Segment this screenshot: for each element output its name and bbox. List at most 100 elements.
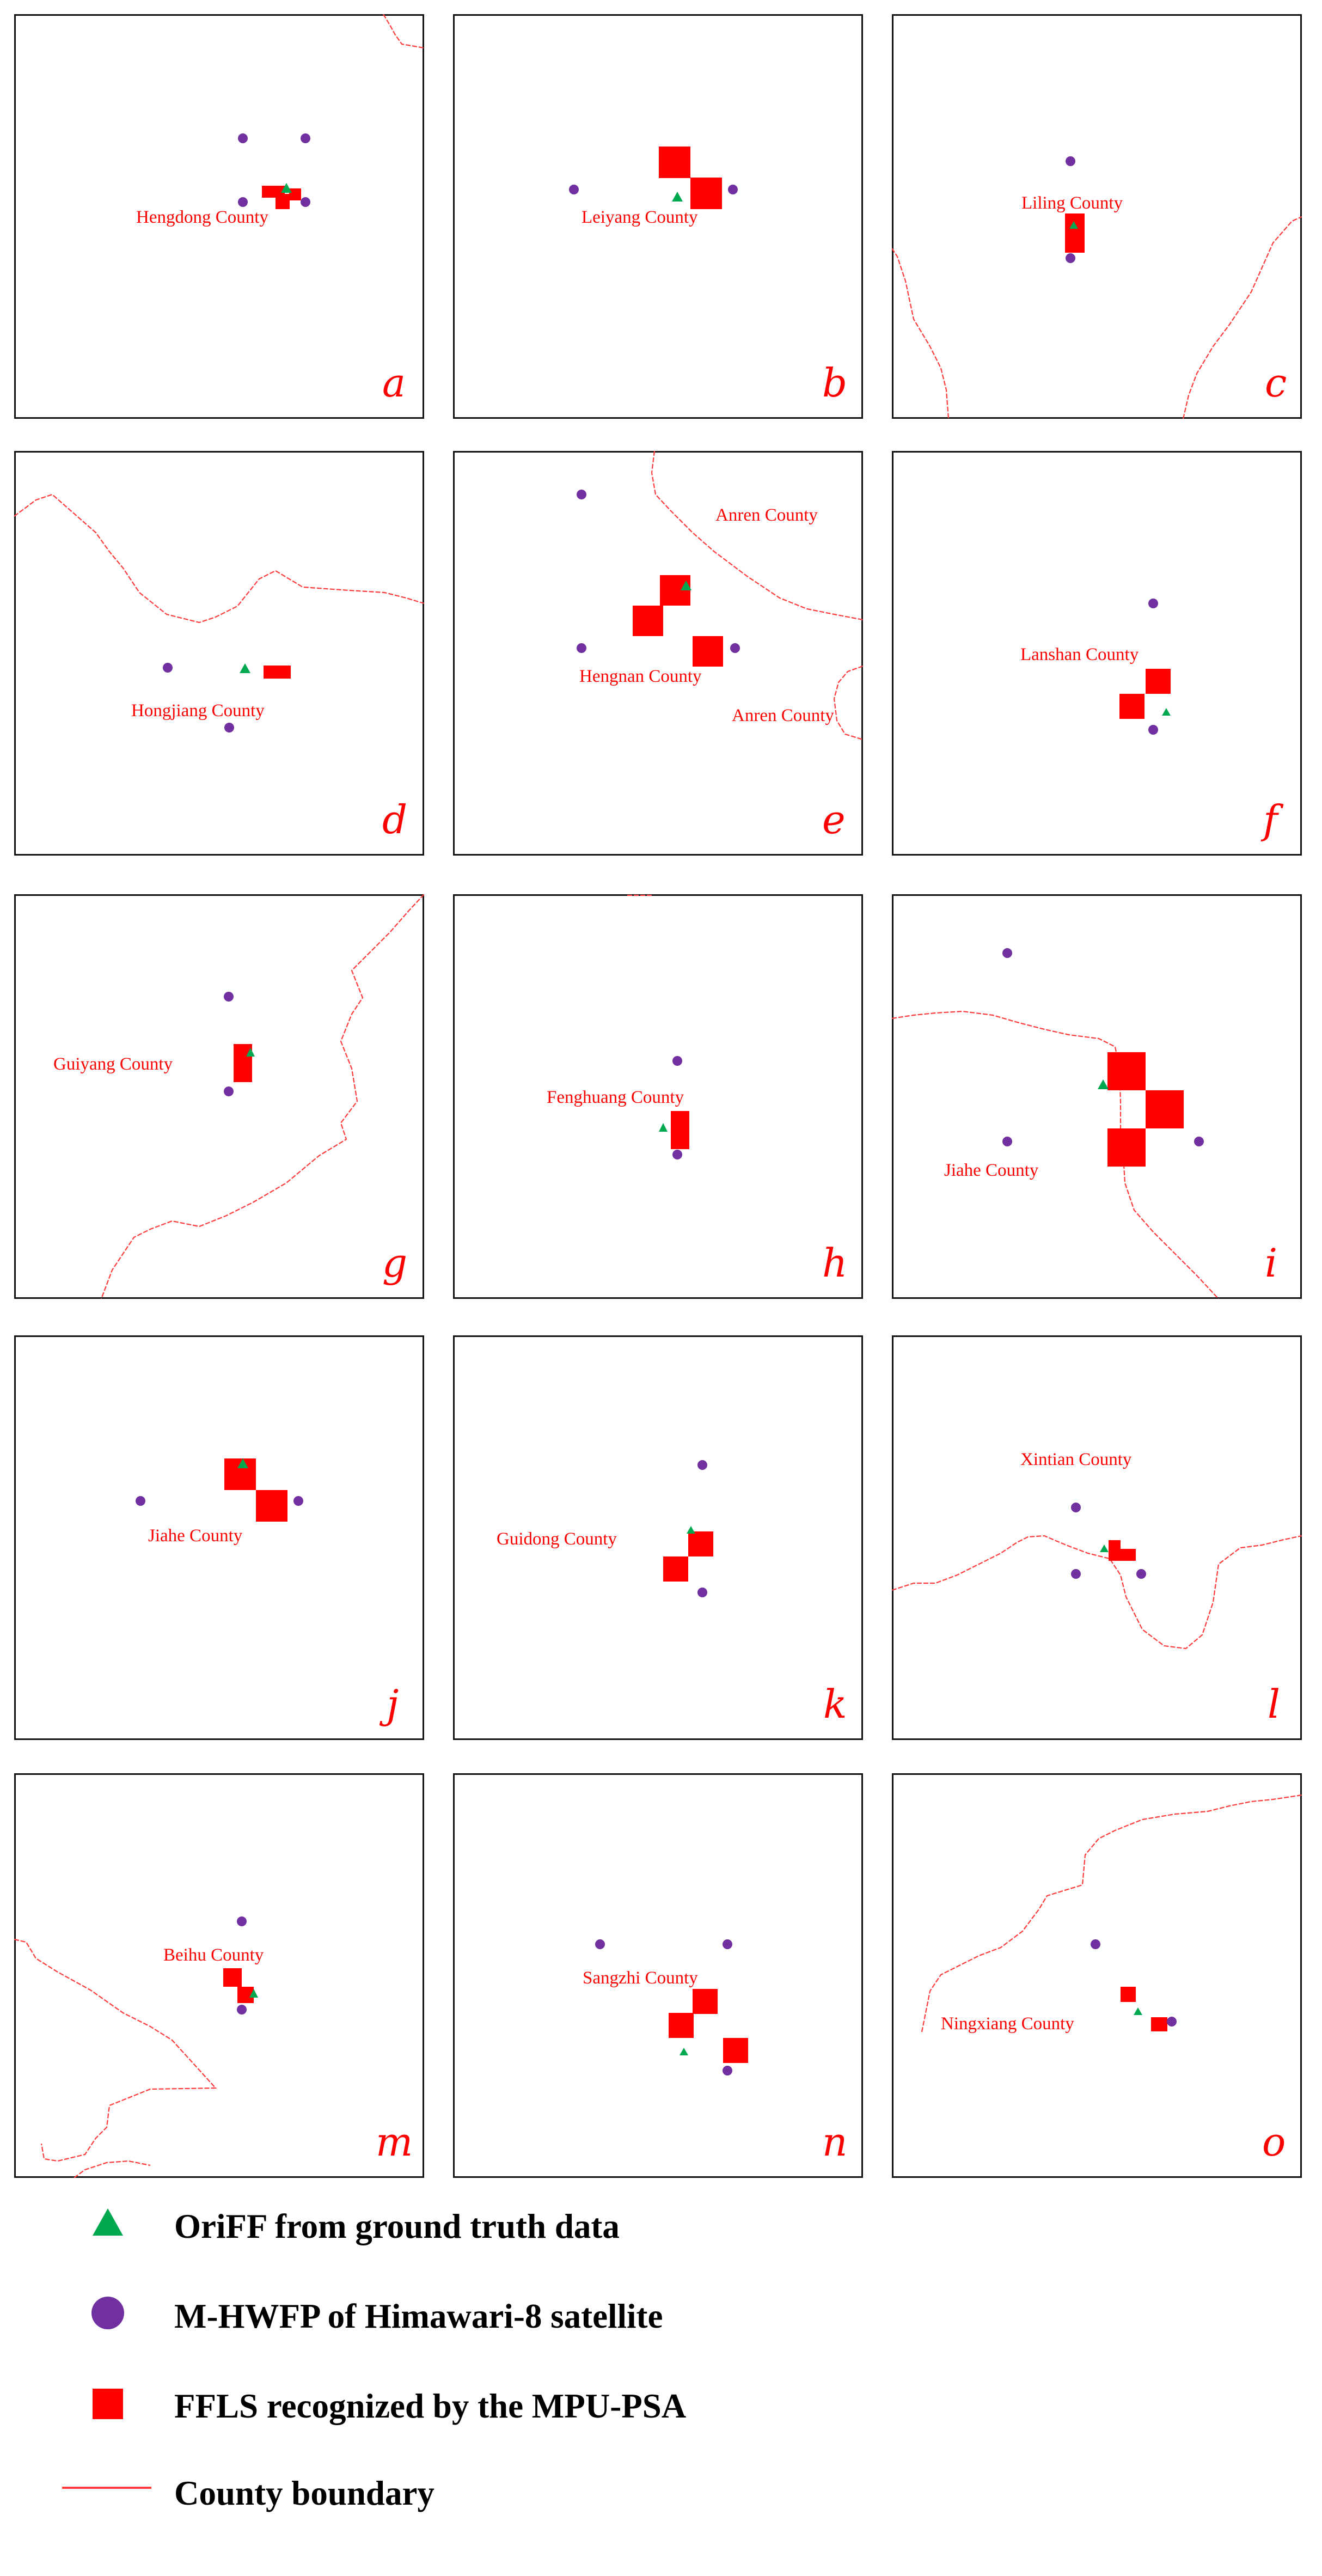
himawari-point [1002, 1137, 1012, 1146]
panel-letter: h [822, 1240, 847, 1286]
fire-pixel [633, 606, 663, 636]
map-canvas-g: Guiyang County g [14, 894, 424, 1299]
county-label: Xintian County [1020, 1450, 1132, 1469]
panel-letter: d [382, 797, 407, 843]
county-label: Leiyang County [582, 207, 698, 227]
himawari-point [697, 1460, 707, 1470]
map-canvas-l: Xintian County l [892, 1335, 1302, 1740]
himawari-point [730, 643, 740, 653]
himawari-point [1066, 156, 1075, 166]
county-label: Sangzhi County [583, 1968, 698, 1988]
map-canvas-h: Fenghuang County h [453, 894, 863, 1299]
map-panel-n: Sangzhi County n [453, 1773, 863, 2178]
map-panel-j: Jiahe County j [14, 1335, 424, 1740]
panel-letter: n [822, 2119, 847, 2165]
map-panel-e: Anren County Hengnan County Anren County… [453, 451, 863, 856]
panel-letter: g [382, 1240, 407, 1286]
legend-item-ground-truth: OriFF from ground truth data [60, 2195, 1040, 2255]
legend: OriFF from ground truth data M-HWFP of H… [60, 2195, 1040, 2554]
himawari-point [237, 2005, 247, 2015]
county-boundary [892, 1535, 1302, 1650]
panel-letter: l [1268, 1681, 1280, 1727]
map-panel-d: Hongjiang County d [14, 451, 424, 856]
fire-pixel [1109, 1540, 1121, 1561]
fire-pixel [669, 2013, 694, 2038]
himawari-point [1091, 1939, 1100, 1949]
himawari-point [577, 643, 586, 653]
county-label: Fenghuang County [547, 1088, 684, 1107]
fire-pixel [262, 186, 285, 198]
county-label: Ningxiang County [941, 2014, 1074, 2034]
map-panel-a: Hengdong County a [14, 14, 424, 419]
ground-truth-point [246, 1048, 255, 1057]
himawari-point [224, 1086, 234, 1096]
himawari-point [577, 490, 586, 499]
panel-letter: b [822, 360, 847, 406]
county-boundary [892, 1010, 1219, 1299]
map-canvas-d: Hongjiang County d [14, 451, 424, 856]
county-boundary [383, 14, 424, 49]
map-panel-k: Guidong County k [453, 1335, 863, 1740]
himawari-point [1071, 1503, 1081, 1512]
map-panel-h: Fenghuang County h [453, 894, 863, 1299]
himawari-point [723, 1939, 732, 1949]
fire-pixel [688, 1531, 713, 1556]
map-canvas-f: Lanshan County f [892, 451, 1302, 856]
legend-label: M-HWFP of Himawari-8 satellite [174, 2297, 663, 2335]
county-label: Jiahe County [944, 1161, 1039, 1180]
himawari-point [224, 992, 234, 1002]
himawari-point [1071, 1569, 1081, 1579]
map-canvas-c: Liling County c [892, 14, 1302, 419]
map-panel-m: Beihu County m [14, 1773, 424, 2178]
himawari-point [569, 185, 579, 194]
himawari-point [1002, 948, 1012, 958]
ground-truth-point [240, 663, 250, 673]
map-panel-i: Jiahe County i [892, 894, 1302, 1299]
map-panel-c: Liling County c [892, 14, 1302, 419]
map-canvas-o: Ningxiang County o [892, 1773, 1302, 2178]
fire-pixel [723, 2038, 748, 2063]
ground-truth-point [681, 581, 691, 590]
green-triangle-icon [93, 2208, 123, 2236]
himawari-point [1066, 253, 1075, 263]
ground-truth-point [1069, 221, 1078, 229]
ground-truth-point [1134, 2007, 1142, 2015]
panel-letter: c [1265, 360, 1287, 406]
legend-item-boundary: County boundary [60, 2462, 1040, 2522]
county-boundary [14, 1938, 217, 2162]
fire-pixel [663, 1556, 688, 1582]
fire-pixel [223, 1968, 242, 1987]
ground-truth-point [659, 1123, 668, 1132]
county-label: Hongjiang County [131, 701, 265, 721]
panel-letter: m [376, 2119, 413, 2165]
fire-pixel [256, 1490, 287, 1522]
panel-letter: j [379, 1681, 399, 1727]
fire-pixel [693, 636, 723, 667]
fire-pixel [1107, 1128, 1146, 1167]
fire-pixel [289, 188, 301, 200]
county-label: Lanshan County [1020, 645, 1139, 664]
map-panel-l: Xintian County l [892, 1335, 1302, 1740]
red-line-icon [62, 2487, 151, 2489]
fire-pixel [264, 666, 291, 679]
ground-truth-point [1098, 1079, 1109, 1089]
panel-letter: e [822, 797, 846, 843]
legend-item-himawari: M-HWFP of Himawari-8 satellite [60, 2285, 1040, 2345]
panel-letter: k [823, 1681, 847, 1727]
county-boundary [921, 1794, 1302, 2032]
himawari-point [224, 723, 234, 732]
map-canvas-e: Anren County Hengnan County Anren County… [453, 451, 863, 856]
himawari-point [301, 197, 310, 207]
fire-pixel [224, 1458, 256, 1490]
county-boundary [14, 493, 424, 624]
himawari-point [237, 1916, 247, 1926]
himawari-point [1148, 725, 1158, 735]
himawari-point [163, 663, 173, 673]
fire-pixel [1146, 1090, 1184, 1128]
county-label: Jiahe County [148, 1526, 243, 1546]
map-canvas-k: Guidong County k [453, 1335, 863, 1740]
county-boundary [892, 248, 950, 419]
panel-letter: i [1265, 1240, 1277, 1286]
ground-truth-point [672, 192, 683, 202]
himawari-point [672, 1056, 682, 1066]
